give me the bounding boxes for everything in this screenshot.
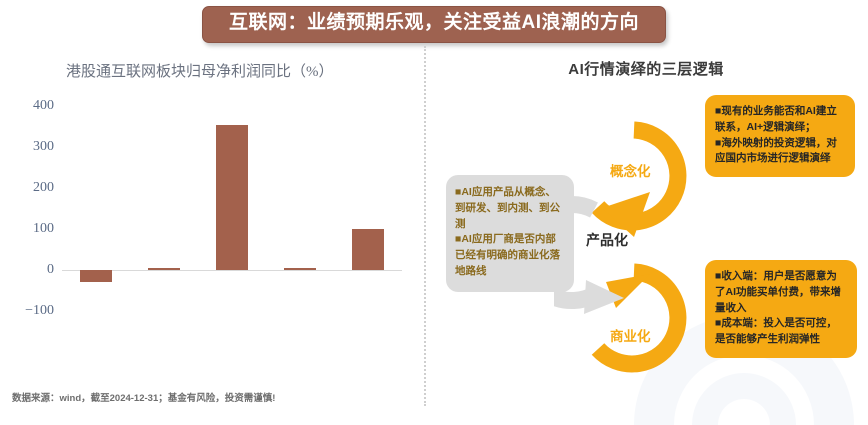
- zero-axis-line: [62, 270, 402, 271]
- chart-title: 港股通互联网板块归母净利润同比（%）: [66, 64, 334, 80]
- chart-plot-area: 400 300 200 100 0 −100: [25, 98, 402, 318]
- y-axis-tick-label: 100: [33, 221, 54, 236]
- diagram-title: AI行情演绎的三层逻辑: [568, 61, 724, 78]
- chart-bar: [148, 267, 180, 270]
- chart-bar: [216, 125, 248, 270]
- y-axis-tick-label: 400: [33, 98, 54, 113]
- orange-callout-bottom-text: ■收入端：用户是否愿意为了AI功能买单付费，带来增量收入 ■成本端：投入是否可控…: [715, 270, 841, 345]
- ring-label-concept: 概念化: [610, 164, 651, 179]
- chart-bar: [352, 229, 384, 270]
- y-axis-tick-label: 300: [33, 139, 54, 154]
- ring-label-product: 产品化: [586, 232, 628, 248]
- gray-callout-box: ■AI应用产品从概念、到研发、到内测、到公测 ■AI应用厂商是否内部已经有明确的…: [446, 175, 574, 292]
- chart-bar: [284, 268, 316, 271]
- y-axis-tick-label: 0: [47, 262, 54, 277]
- circular-arrows-graphic: [554, 121, 687, 373]
- banner-title-text: 互联网：业绩预期乐观，关注受益AI浪潮的方向: [228, 12, 639, 33]
- y-axis-tick-label: −100: [25, 303, 54, 318]
- title-banner: 互联网：业绩预期乐观，关注受益AI浪潮的方向: [201, 6, 666, 43]
- title-banner-container: 互联网：业绩预期乐观，关注受益AI浪潮的方向: [0, 6, 868, 43]
- source-footnote: 数据来源：wind，截至2024-12-31；基金有风险，投资需谨慎!: [12, 393, 276, 404]
- slide-root: 互联网：业绩预期乐观，关注受益AI浪潮的方向 港股通互联网板块归母净利润同比（%…: [0, 6, 868, 425]
- orange-callout-top-text: ■现有的业务能否和AI建立联系，AI+逻辑演绎； ■海外映射的投资逻辑，对应国内…: [715, 105, 837, 165]
- ring-label-commercial: 商业化: [610, 329, 651, 344]
- vertical-divider: [424, 46, 426, 406]
- ai-logic-diagram: AI行情演绎的三层逻辑 概念化 产品化 商业化 ■AI应用产品从概念、到研发、到…: [424, 50, 868, 425]
- orange-callout-box-bottom: ■收入端：用户是否愿意为了AI功能买单付费，带来增量收入 ■成本端：投入是否可控…: [705, 260, 857, 358]
- gray-callout-text: ■AI应用产品从概念、到研发、到内测、到公测 ■AI应用厂商是否内部已经有明确的…: [455, 186, 560, 277]
- y-axis-tick-label: 200: [33, 180, 54, 195]
- bar-chart-panel: 港股通互联网板块归母净利润同比（%） 400 300 200 100 0 −100: [0, 50, 424, 390]
- chart-bar: [80, 270, 112, 283]
- orange-callout-box-top: ■现有的业务能否和AI建立联系，AI+逻辑演绎； ■海外映射的投资逻辑，对应国内…: [705, 95, 855, 177]
